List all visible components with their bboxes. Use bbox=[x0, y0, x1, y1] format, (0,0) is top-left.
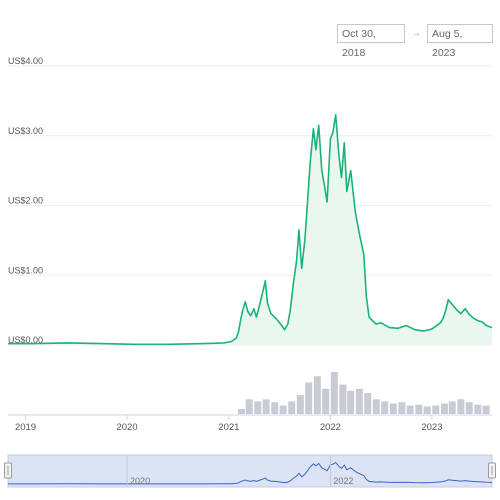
x-axis-labels: 2019 2020 2021 2022 2023 bbox=[15, 415, 442, 433]
y-tick-label: US$4.00 bbox=[8, 56, 43, 66]
volume-bar bbox=[389, 403, 397, 414]
volume-bar bbox=[465, 402, 473, 414]
volume-bar bbox=[415, 404, 423, 414]
volume-bars bbox=[237, 372, 490, 414]
date-range-arrow: → bbox=[411, 28, 421, 39]
volume-bar bbox=[372, 399, 380, 414]
date-range-picker: Oct 30, 2018 → Aug 5, 2023 bbox=[337, 24, 493, 59]
x-tick-label: 2019 bbox=[15, 422, 36, 433]
volume-bar bbox=[474, 404, 482, 414]
volume-bar bbox=[381, 401, 389, 414]
x-tick-label: 2022 bbox=[320, 422, 341, 433]
volume-bar bbox=[296, 395, 304, 414]
x-tick-label: 2020 bbox=[116, 422, 137, 433]
volume-bar bbox=[398, 402, 406, 414]
volume-bar bbox=[245, 399, 253, 414]
end-date-input[interactable]: Aug 5, 2023 bbox=[427, 24, 493, 59]
volume-bar bbox=[313, 376, 321, 414]
volume-bar bbox=[406, 405, 414, 414]
volume-bar bbox=[355, 388, 363, 414]
volume-bar bbox=[330, 372, 338, 414]
volume-bar bbox=[423, 406, 431, 414]
y-tick-label: US$3.00 bbox=[8, 126, 43, 136]
price-line bbox=[8, 114, 493, 346]
volume-bar bbox=[271, 402, 279, 414]
volume-bar bbox=[237, 408, 245, 414]
volume-bar bbox=[440, 403, 448, 414]
y-tick-label: US$0.00 bbox=[8, 335, 43, 345]
volume-bar bbox=[432, 405, 440, 414]
navigator-tick-label: 2020 bbox=[130, 476, 150, 486]
volume-bar bbox=[347, 390, 355, 414]
price-area bbox=[8, 114, 492, 345]
volume-bar bbox=[262, 399, 270, 414]
y-tick-label: US$2.00 bbox=[8, 196, 43, 206]
volume-bar bbox=[305, 382, 313, 414]
volume-bar bbox=[288, 401, 296, 414]
navigator-line bbox=[8, 461, 493, 485]
start-date-input[interactable]: Oct 30, 2018 bbox=[337, 24, 405, 59]
volume-bar bbox=[482, 405, 490, 414]
x-tick-label: 2023 bbox=[421, 422, 442, 433]
grid-lines bbox=[8, 65, 492, 346]
volume-bar bbox=[457, 399, 465, 414]
x-tick-label: 2021 bbox=[218, 422, 239, 433]
volume-bar bbox=[279, 405, 287, 414]
volume-bar bbox=[322, 388, 330, 414]
navigator[interactable]: 2020 2022 bbox=[4, 454, 496, 488]
navigator-tick-label: 2022 bbox=[333, 476, 353, 486]
volume-bar bbox=[254, 401, 262, 414]
volume-bar bbox=[448, 401, 456, 414]
y-axis-labels: US$4.00 US$3.00 US$2.00 US$1.00 US$0.00 bbox=[8, 56, 43, 345]
volume-bar bbox=[364, 393, 372, 414]
volume-bar bbox=[339, 384, 347, 414]
y-tick-label: US$1.00 bbox=[8, 265, 43, 275]
